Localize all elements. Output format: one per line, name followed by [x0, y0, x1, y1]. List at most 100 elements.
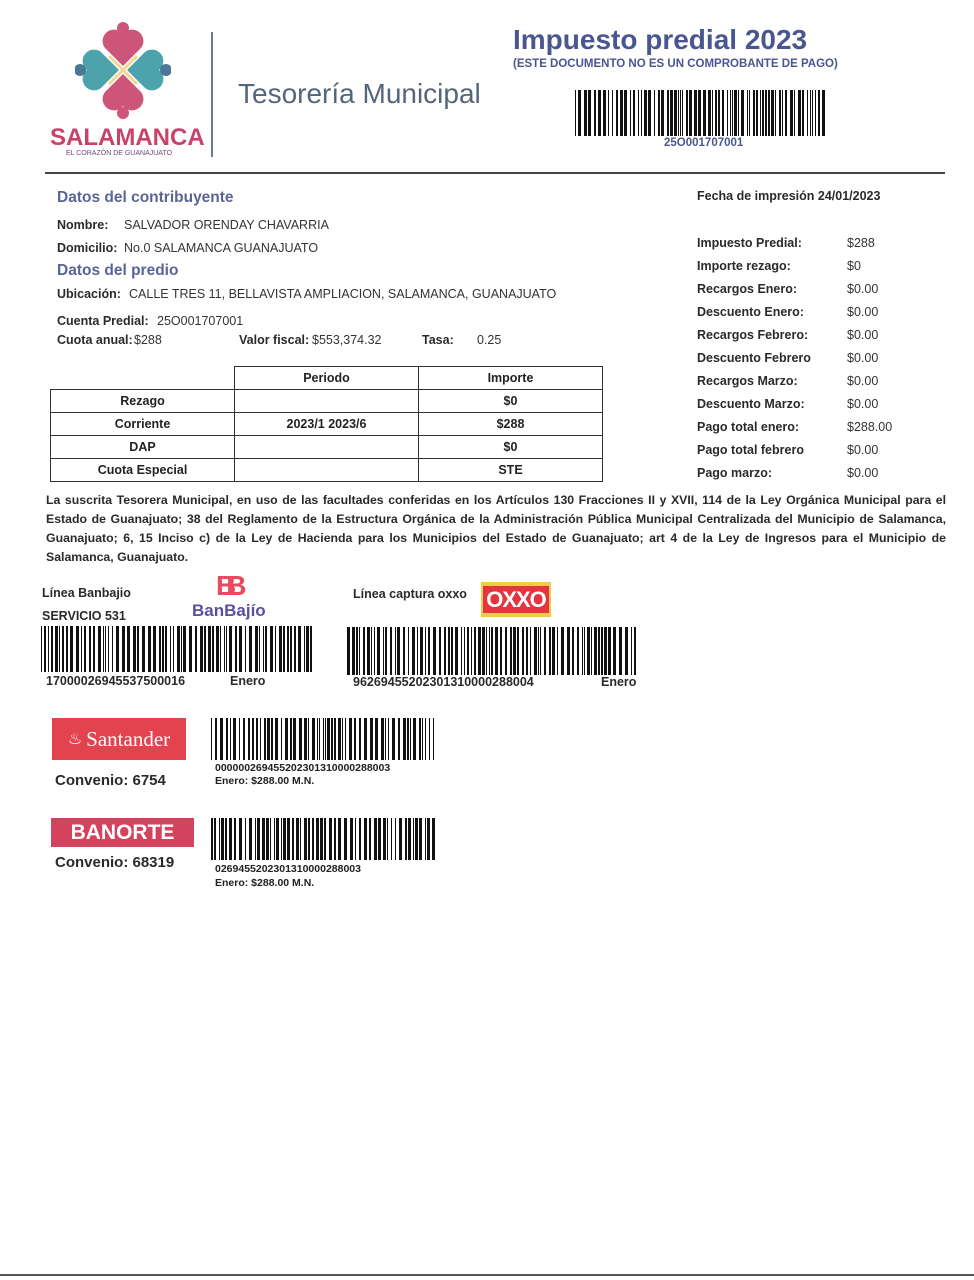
table-row: Corriente 2023/1 2023/6 $288: [50, 412, 603, 436]
barcode-bar: [698, 90, 701, 136]
banbajio-barcode: [41, 626, 312, 672]
barcode-bar: [292, 818, 294, 860]
barcode-bar: [785, 90, 787, 136]
barcode-bar: [730, 90, 731, 136]
barcode-bar: [572, 627, 574, 675]
barcode-bar: [667, 90, 669, 136]
banbajio-b-icon: BB: [216, 570, 247, 601]
summary-value: $0.00: [847, 397, 879, 411]
table-header-row: Periodo Importe: [51, 366, 603, 390]
document-subtitle: (ESTE DOCUMENTO NO ES UN COMPROBANTE DE …: [513, 58, 838, 70]
header-rule: [45, 172, 945, 174]
barcode-bar: [212, 626, 214, 672]
table-row: Cuota Especial STE: [50, 458, 603, 482]
barcode-bar: [243, 718, 245, 760]
barcode-bar: [634, 627, 636, 675]
barcode-bar: [334, 818, 336, 860]
barcode-bar: [395, 818, 396, 860]
barcode-bar: [500, 627, 502, 675]
barcode-bar: [552, 627, 555, 675]
barcode-bar: [616, 90, 618, 136]
barcode-bar: [403, 718, 406, 760]
barcode-bar: [464, 627, 465, 675]
barcode-bar: [756, 90, 758, 136]
barcode-bar: [270, 818, 271, 860]
barcode-bar: [625, 627, 628, 675]
barcode-bar: [408, 627, 409, 675]
barcode-bar: [84, 626, 86, 672]
barcode-bar: [505, 627, 507, 675]
barcode-bar: [822, 90, 825, 136]
barcode-bar: [753, 90, 755, 136]
barcode-bar: [741, 90, 744, 136]
barcode-bar: [81, 626, 82, 672]
barcode-bar: [425, 818, 426, 860]
barcode-bar: [214, 818, 216, 860]
barcode-bar: [112, 626, 113, 672]
barcode-bar: [367, 627, 370, 675]
barcode-bar: [148, 626, 151, 672]
barcode-bar: [399, 818, 402, 860]
barcode-bar: [142, 626, 145, 672]
summary-label: Recargos Marzo:: [697, 374, 798, 388]
barcode-bar: [422, 718, 423, 760]
barcode-bar: [782, 90, 783, 136]
barcode-bar: [633, 90, 635, 136]
barcode-bar: [245, 626, 246, 672]
barcode-bar: [108, 626, 109, 672]
barcode-bar: [359, 627, 360, 675]
barcode-bar: [779, 90, 781, 136]
barcode-bar: [204, 626, 206, 672]
header-divider: [211, 32, 213, 157]
barcode-bar: [226, 718, 228, 760]
banbajio-number: 17000026945537500016: [46, 674, 186, 688]
barcode-bar: [285, 718, 288, 760]
barcode-bar: [271, 718, 273, 760]
barcode-bar: [162, 626, 164, 672]
barcode-bar: [264, 718, 266, 760]
barcode-bar: [612, 90, 613, 136]
cuota-value: $288: [134, 333, 162, 347]
summary-value: $0.00: [847, 351, 879, 365]
barcode-bar: [308, 818, 310, 860]
barcode-bar: [281, 718, 282, 760]
barcode-bar: [369, 818, 371, 860]
table-header-cell: [51, 367, 235, 390]
barcode-bar: [93, 626, 95, 672]
barcode-bar: [768, 90, 770, 136]
fecha-impresion: Fecha de impresión 24/01/2023: [697, 189, 881, 203]
barcode-bar: [226, 626, 227, 672]
barcode-bar: [613, 627, 616, 675]
barcode-bar: [575, 90, 576, 136]
summary-label: Pago total febrero: [697, 443, 804, 457]
barcode-bar: [749, 90, 750, 136]
barcode-bar: [608, 627, 611, 675]
barcode-bar: [680, 90, 681, 136]
barcode-bar: [433, 718, 434, 760]
oxxo-number: 96269455202301310000288004: [353, 675, 534, 689]
barcode-bar: [491, 627, 493, 675]
logo-tagline: EL CORAZÓN DE GUANAJUATO: [66, 150, 173, 157]
barcode-bar: [320, 818, 323, 860]
barcode-bar: [794, 90, 795, 136]
barcode-bar: [467, 627, 469, 675]
barcode-bar: [489, 627, 490, 675]
barcode-bar: [412, 627, 415, 675]
barcode-bar: [408, 818, 411, 860]
barcode-bar: [375, 718, 378, 760]
barcode-bar: [513, 627, 516, 675]
barcode-bar: [474, 627, 476, 675]
valor-label: Valor fiscal:: [239, 333, 310, 347]
barcode-bar: [62, 626, 64, 672]
summary-label: Impuesto Predial:: [697, 236, 802, 250]
barcode-bar: [815, 90, 816, 136]
oxxo-barcode: [347, 627, 636, 675]
barcode-bar: [275, 718, 278, 760]
summary-label: Importe rezago:: [697, 259, 791, 273]
table-header-cell: Importe: [418, 366, 603, 390]
barcode-bar: [165, 626, 167, 672]
barcode-bar: [403, 627, 405, 675]
barcode-bar: [370, 718, 373, 760]
barcode-bar: [189, 626, 192, 672]
barcode-bar: [638, 90, 639, 136]
